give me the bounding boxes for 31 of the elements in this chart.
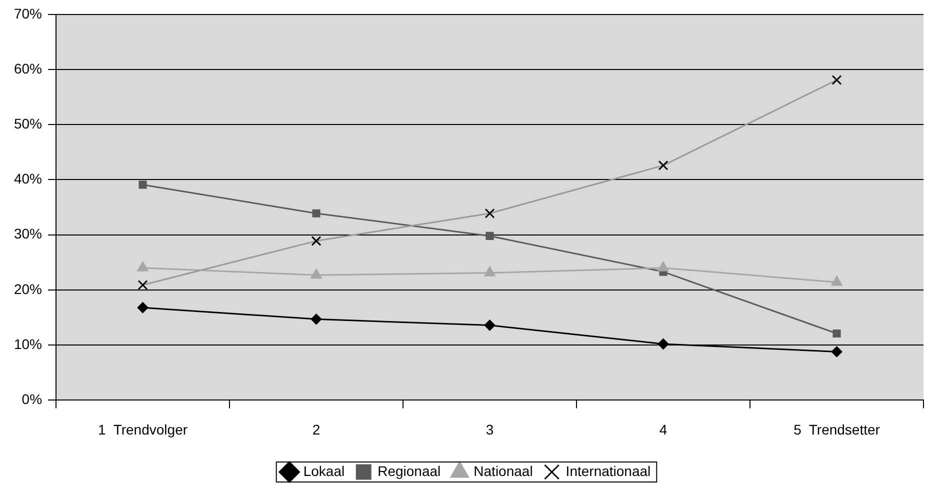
x-tick-label: 5 Trendsetter — [794, 421, 880, 438]
point — [310, 314, 322, 325]
y-tick-label: 60% — [14, 60, 42, 76]
point — [312, 209, 320, 218]
point — [310, 268, 322, 279]
point — [658, 338, 669, 350]
x-tick-label: 4 — [659, 421, 668, 438]
point — [832, 329, 841, 338]
point — [137, 302, 148, 314]
x-tick-label: 1 Trendvolger — [98, 421, 188, 438]
point — [138, 180, 147, 189]
legend-label: Nationaal — [474, 462, 533, 479]
point — [486, 232, 494, 240]
legend-label: Regionaal — [378, 462, 441, 479]
legend-label: Internationaal — [566, 462, 651, 479]
y-tick-label: 0% — [22, 391, 42, 408]
point — [484, 266, 496, 276]
x-tick-label: 2 — [312, 421, 320, 438]
point — [484, 320, 496, 331]
point — [137, 261, 148, 272]
x-tick-label: 3 — [486, 421, 494, 438]
y-tick-label: 20% — [14, 280, 42, 297]
y-tick-label: 10% — [14, 336, 42, 352]
y-tick-label: 50% — [14, 115, 42, 132]
legend-label: Lokaal — [303, 462, 345, 479]
point — [831, 346, 842, 358]
y-tick-label: 70% — [14, 5, 42, 22]
point — [831, 276, 842, 286]
y-tick-label: 30% — [14, 226, 42, 242]
y-tick-label: 40% — [14, 170, 42, 187]
point — [658, 261, 669, 272]
